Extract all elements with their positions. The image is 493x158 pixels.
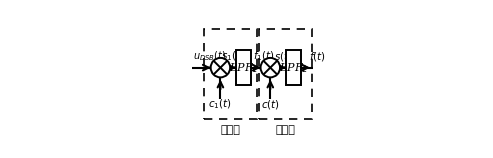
- Circle shape: [261, 58, 280, 77]
- Text: 第二级: 第二级: [276, 125, 295, 135]
- Text: LPF$_2$: LPF$_2$: [279, 61, 308, 75]
- Circle shape: [211, 58, 230, 77]
- Text: $c_1(t)$: $c_1(t)$: [209, 98, 232, 111]
- Text: 第一级: 第一级: [220, 125, 241, 135]
- Text: $f(t)$: $f(t)$: [309, 50, 326, 63]
- Text: $s(t)$: $s(t)$: [274, 50, 292, 63]
- FancyBboxPatch shape: [236, 50, 251, 85]
- Text: LPF$_1$: LPF$_1$: [229, 61, 258, 75]
- Text: $u_{DSB}(t)$: $u_{DSB}(t)$: [193, 49, 226, 63]
- Text: $f_1(t)$: $f_1(t)$: [252, 49, 275, 63]
- Text: $s_1(t)$: $s_1(t)$: [221, 49, 245, 63]
- FancyBboxPatch shape: [286, 50, 301, 85]
- Text: $c(t)$: $c(t)$: [261, 98, 280, 111]
